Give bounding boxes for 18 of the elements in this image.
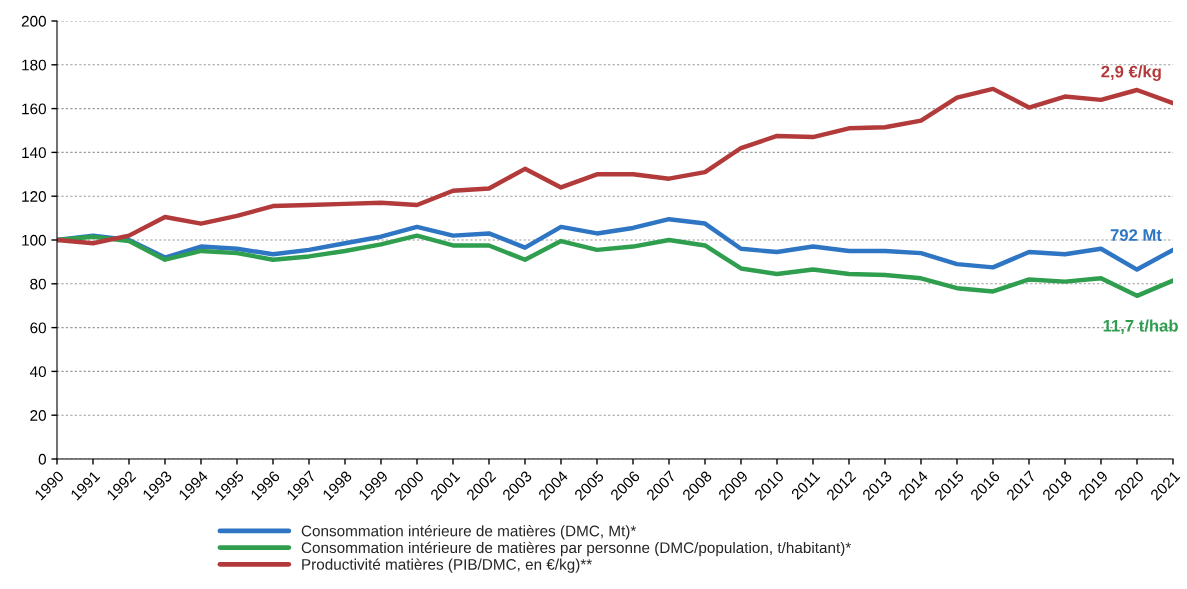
y-tick-label: 20 [30,410,46,421]
y-tick-label: 120 [22,191,46,202]
y-tick-label: 0 [38,453,46,465]
y-tick-label: 180 [22,59,46,71]
y-tick-label: 40 [29,366,46,378]
legend-label: Productivité matières (PIB/DMC, en €/kg)** [302,558,592,573]
legend-label: Consommation intérieure de matières (DMC, Mt)* [301,524,637,540]
y-tick-label: 160 [22,103,46,115]
y-tick-label: 140 [22,147,46,159]
y-tick-label: 200 [21,15,46,27]
y-tick-label: 80 [30,278,46,290]
annotation: 2,9 €/kg [1101,65,1161,81]
y-tick-label: 60 [30,322,46,334]
y-tick-label: 100 [22,234,46,246]
annotation: 11,7 t/hab [1103,319,1178,335]
legend-label: Consommation intérieure de matières par personne (DMC/population, t/habitant)* [301,541,852,557]
line-series [57,86,1173,246]
annotation: 792 Mt [1110,229,1162,242]
